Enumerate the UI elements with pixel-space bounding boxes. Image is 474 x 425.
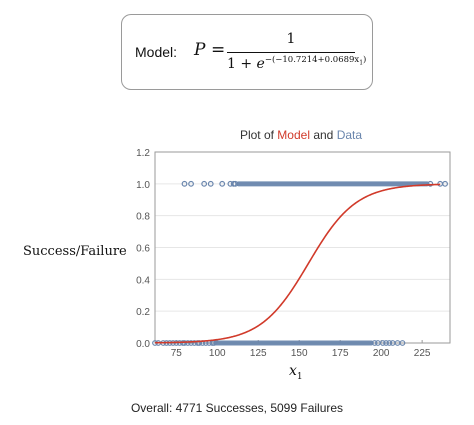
x-axis-label: x1 (289, 363, 303, 382)
success-point (181, 180, 188, 187)
y-tick-label: 0.2 (136, 307, 150, 318)
model-equation-box: Model: P = 1 1 + e−(−10.7214+0.0689x1) (121, 14, 373, 90)
denominator-e: e (256, 56, 265, 72)
denominator-exponent: −(−10.7214+0.0689x1) (264, 55, 367, 67)
x-tick-label: 150 (291, 348, 308, 359)
y-tick-label: 1.2 (136, 148, 150, 159)
chart-title-data: Data (336, 128, 363, 142)
failure-point (379, 340, 386, 346)
x-tick-label: 100 (209, 348, 226, 359)
y-tick-label: 0.4 (136, 275, 150, 286)
summary-footer: Overall: 4771 Successes, 5099 Failures (130, 401, 344, 415)
y-tick-label: 1.0 (136, 180, 150, 191)
x-tick-label: 175 (332, 348, 349, 359)
fraction-bar (227, 52, 355, 53)
success-point (201, 180, 208, 187)
model-label: Model: (135, 44, 178, 60)
exponent-subscript: 1 (359, 59, 364, 67)
chart-title-middle: and (309, 128, 337, 142)
equation-numerator: 1 (286, 31, 296, 47)
chart-title-model: Model (277, 128, 310, 142)
y-tick-label: 0.0 (136, 339, 150, 350)
success-point (188, 180, 194, 187)
failure-point (383, 340, 389, 346)
x-tick-label: 75 (171, 348, 183, 359)
failure-point (188, 340, 194, 346)
y-tick-label: 0.8 (136, 212, 150, 223)
failure-point (184, 340, 191, 346)
failure-point (399, 340, 406, 346)
equation-equals: = (211, 40, 226, 60)
exponent-close: ) (363, 55, 367, 65)
failure-point (386, 340, 393, 346)
y-tick-label: 0.6 (136, 244, 150, 255)
success-point (207, 180, 214, 187)
chart-title: Plot of Model and Data (0, 128, 474, 142)
equation-lhs: P (194, 40, 206, 60)
x-tick-label: 125 (250, 348, 267, 359)
success-point (442, 180, 448, 187)
model-curve (154, 183, 441, 344)
x-axis-label-subscript: 1 (296, 371, 303, 382)
x-axis-label-main: x (289, 363, 297, 379)
y-axis-label: Success/Failure (23, 244, 127, 259)
exponent-text: −(−10.7214+0.0689x (264, 55, 360, 65)
chart-title-prefix: Plot of (239, 128, 278, 142)
x-tick-label: 200 (373, 348, 390, 359)
x-tick-label: 225 (414, 348, 431, 359)
equation-denominator: 1 + e−(−10.7214+0.0689x1) (227, 55, 366, 72)
denominator-base: 1 + (227, 56, 257, 72)
success-point (219, 180, 226, 187)
